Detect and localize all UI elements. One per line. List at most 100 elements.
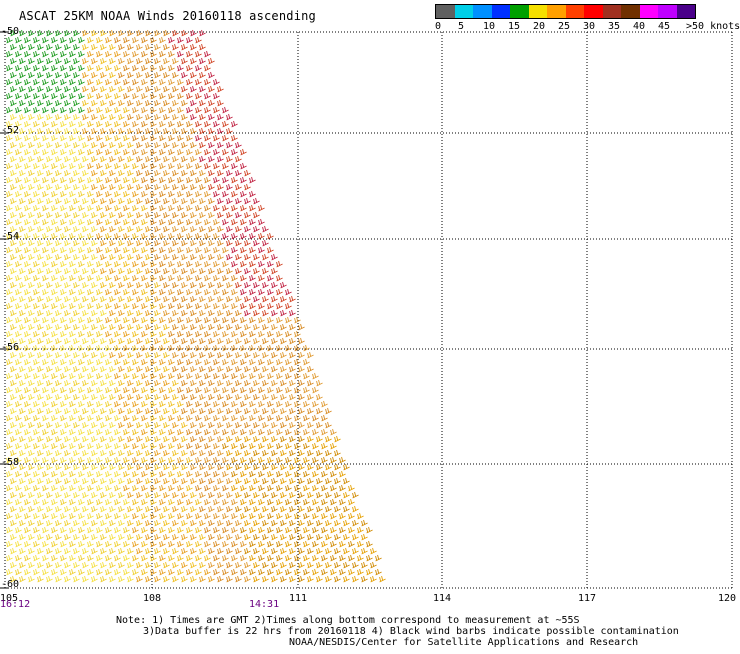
wind-barb — [177, 540, 184, 548]
wind-barb — [249, 484, 256, 492]
wind-barb — [307, 365, 314, 373]
wind-barb — [24, 344, 31, 352]
wind-barb — [204, 344, 211, 352]
wind-barb — [28, 309, 35, 317]
wind-barb — [82, 379, 89, 387]
wind-barb — [123, 218, 130, 226]
wind-barb — [100, 337, 107, 345]
wind-barb — [15, 64, 22, 72]
wind-barb — [51, 330, 58, 338]
wind-barb — [37, 547, 44, 555]
wind-barb — [42, 246, 49, 254]
wind-barb — [262, 477, 269, 485]
wind-barb — [96, 442, 103, 450]
wind-barb — [244, 253, 251, 261]
wind-barb — [51, 540, 58, 548]
wind-barb — [222, 162, 229, 170]
wind-barb — [109, 323, 116, 331]
wind-barb — [235, 393, 242, 401]
wind-barb — [132, 498, 139, 506]
wind-barb — [285, 414, 292, 422]
wind-barb — [213, 162, 220, 170]
wind-barb — [55, 351, 62, 359]
wind-barb — [64, 85, 71, 93]
wind-barb — [217, 519, 224, 527]
wind-barb — [118, 141, 125, 149]
wind-barb — [132, 316, 139, 324]
wind-barb — [33, 50, 40, 58]
wind-barb — [154, 253, 161, 261]
wind-barb — [177, 400, 184, 408]
wind-barb — [100, 113, 107, 121]
wind-barb — [217, 533, 224, 541]
wind-barb — [60, 92, 67, 100]
wind-barb — [339, 526, 346, 534]
wind-barb — [298, 435, 305, 443]
wind-barb — [208, 519, 215, 527]
wind-barb — [60, 414, 67, 422]
wind-barb — [145, 547, 152, 555]
wind-barb — [60, 358, 67, 366]
wind-barb — [6, 442, 13, 450]
wind-barb — [195, 358, 202, 366]
wind-barb — [262, 533, 269, 541]
wind-barb — [172, 477, 179, 485]
wind-barb — [190, 337, 197, 345]
wind-barb — [325, 519, 332, 527]
wind-barb — [132, 204, 139, 212]
wind-barb — [24, 316, 31, 324]
wind-barb — [204, 274, 211, 282]
wind-barb — [267, 428, 274, 436]
wind-barb — [159, 568, 166, 576]
wind-barb — [190, 547, 197, 555]
wind-barb — [258, 554, 265, 562]
colorbar-labels: 0 5 10 15 20 25 30 35 40 45 >50 knots — [430, 21, 740, 33]
wind-barb — [195, 288, 202, 296]
wind-barb — [100, 99, 107, 107]
wind-barb — [249, 386, 256, 394]
wind-barb — [91, 463, 98, 471]
wind-barb — [10, 575, 17, 583]
wind-barb — [69, 162, 76, 170]
wind-barb — [109, 421, 116, 429]
wind-barb — [15, 414, 22, 422]
wind-barb — [208, 365, 215, 373]
wind-barb — [28, 351, 35, 359]
wind-barb — [154, 463, 161, 471]
wind-barb — [231, 400, 238, 408]
wind-barb — [87, 400, 94, 408]
wind-barb — [249, 456, 256, 464]
wind-barb — [231, 358, 238, 366]
wind-barb — [307, 435, 314, 443]
wind-barb — [60, 386, 67, 394]
wind-barb — [186, 484, 193, 492]
wind-barb — [118, 491, 125, 499]
wind-barb — [15, 260, 22, 268]
wind-barb — [69, 372, 76, 380]
wind-barb — [195, 330, 202, 338]
wind-barb — [28, 477, 35, 485]
wind-barb — [19, 491, 26, 499]
wind-barb — [114, 204, 121, 212]
wind-barb — [42, 498, 49, 506]
wind-barb — [316, 477, 323, 485]
wind-barb — [172, 561, 179, 569]
wind-barb — [154, 127, 161, 135]
wind-barb — [118, 519, 125, 527]
wind-barb — [82, 337, 89, 345]
wind-barb — [141, 50, 148, 58]
wind-barb — [100, 57, 107, 65]
wind-barb — [285, 456, 292, 464]
wind-barb — [109, 211, 116, 219]
wind-barb — [213, 484, 220, 492]
wind-barb — [325, 491, 332, 499]
wind-barb — [37, 281, 44, 289]
wind-barb — [267, 568, 274, 576]
wind-barb — [127, 281, 134, 289]
wind-barb — [118, 435, 125, 443]
wind-barb — [213, 498, 220, 506]
wind-barb — [262, 379, 269, 387]
wind-barb — [163, 477, 170, 485]
wind-barb — [118, 533, 125, 541]
wind-barb — [37, 43, 44, 51]
